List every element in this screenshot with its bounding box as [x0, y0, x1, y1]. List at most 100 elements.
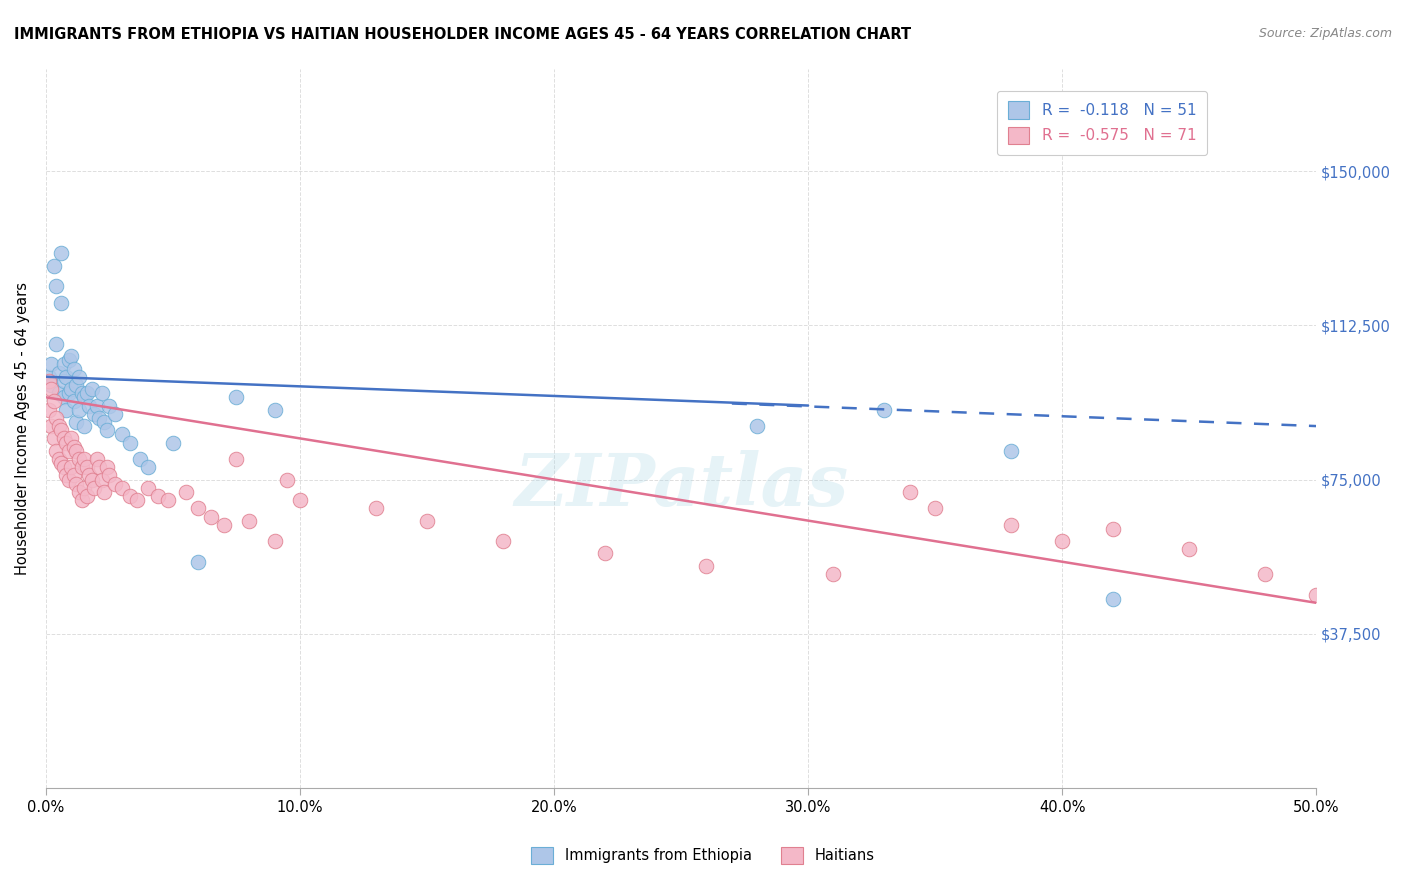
Point: [263, 402, 285, 417]
Point: [898, 484, 921, 499]
Point: [63, 394, 86, 409]
Point: [111, 427, 134, 442]
Point: [42, 431, 65, 445]
Point: [73, 390, 96, 404]
Point: [63, 361, 86, 376]
Point: [45, 337, 67, 351]
Point: [89, 410, 111, 425]
Point: [67, 402, 90, 417]
Point: [187, 501, 209, 516]
Point: [162, 435, 184, 450]
Point: [1000, 517, 1022, 532]
Point: [51, 456, 73, 470]
Point: [86, 452, 108, 467]
Point: [58, 386, 80, 401]
Point: [747, 419, 769, 434]
Point: [129, 452, 152, 467]
Point: [60, 460, 83, 475]
Text: Source: ZipAtlas.com: Source: ZipAtlas.com: [1258, 27, 1392, 40]
Point: [52, 460, 75, 475]
Point: [1178, 542, 1201, 557]
Point: [65, 476, 87, 491]
Point: [65, 443, 87, 458]
Text: ZIPatlas: ZIPatlas: [515, 450, 848, 521]
Point: [51, 295, 73, 310]
Point: [1254, 567, 1277, 582]
Point: [416, 514, 439, 528]
Point: [48, 386, 70, 401]
Point: [70, 493, 93, 508]
Point: [73, 452, 96, 467]
Point: [93, 415, 115, 429]
Point: [174, 484, 197, 499]
Point: [67, 484, 90, 499]
Point: [225, 390, 247, 404]
Point: [98, 399, 121, 413]
Point: [366, 501, 388, 516]
Point: [695, 558, 717, 573]
Point: [70, 460, 93, 475]
Point: [39, 382, 62, 396]
Point: [60, 349, 83, 363]
Point: [492, 534, 515, 549]
Point: [225, 452, 247, 467]
Legend: R =  -0.118   N = 51, R =  -0.575   N = 71: R = -0.118 N = 51, R = -0.575 N = 71: [997, 91, 1206, 155]
Point: [83, 407, 105, 421]
Point: [1050, 534, 1073, 549]
Point: [118, 489, 141, 503]
Point: [276, 473, 298, 487]
Point: [38, 402, 60, 417]
Point: [90, 386, 112, 401]
Point: [212, 517, 235, 532]
Point: [118, 435, 141, 450]
Legend: Immigrants from Ethiopia, Haitians: Immigrants from Ethiopia, Haitians: [524, 840, 882, 871]
Point: [58, 443, 80, 458]
Point: [924, 501, 946, 516]
Point: [593, 547, 616, 561]
Point: [55, 468, 77, 483]
Point: [76, 386, 98, 401]
Point: [1000, 443, 1022, 458]
Point: [60, 431, 83, 445]
Point: [136, 460, 159, 475]
Point: [38, 369, 60, 384]
Point: [48, 419, 70, 434]
Point: [52, 358, 75, 372]
Point: [263, 534, 285, 549]
Point: [76, 489, 98, 503]
Point: [77, 399, 100, 413]
Point: [1102, 522, 1125, 536]
Point: [65, 378, 87, 392]
Point: [111, 481, 134, 495]
Point: [55, 435, 77, 450]
Point: [60, 382, 83, 396]
Point: [52, 390, 75, 404]
Point: [48, 452, 70, 467]
Point: [146, 489, 169, 503]
Point: [1305, 588, 1327, 602]
Point: [39, 378, 62, 392]
Point: [823, 567, 845, 582]
Point: [45, 410, 67, 425]
Point: [63, 468, 86, 483]
Point: [89, 460, 111, 475]
Point: [51, 423, 73, 437]
Point: [70, 386, 93, 401]
Point: [45, 279, 67, 293]
Point: [187, 555, 209, 569]
Point: [103, 407, 125, 421]
Point: [55, 402, 77, 417]
Point: [55, 369, 77, 384]
Point: [96, 460, 118, 475]
Point: [90, 473, 112, 487]
Text: IMMIGRANTS FROM ETHIOPIA VS HAITIAN HOUSEHOLDER INCOME AGES 45 - 64 YEARS CORREL: IMMIGRANTS FROM ETHIOPIA VS HAITIAN HOUS…: [14, 27, 911, 42]
Point: [80, 382, 103, 396]
Point: [67, 452, 90, 467]
Point: [96, 423, 118, 437]
Point: [1102, 591, 1125, 606]
Point: [73, 419, 96, 434]
Point: [65, 415, 87, 429]
Point: [58, 473, 80, 487]
Point: [45, 443, 67, 458]
Point: [48, 366, 70, 380]
